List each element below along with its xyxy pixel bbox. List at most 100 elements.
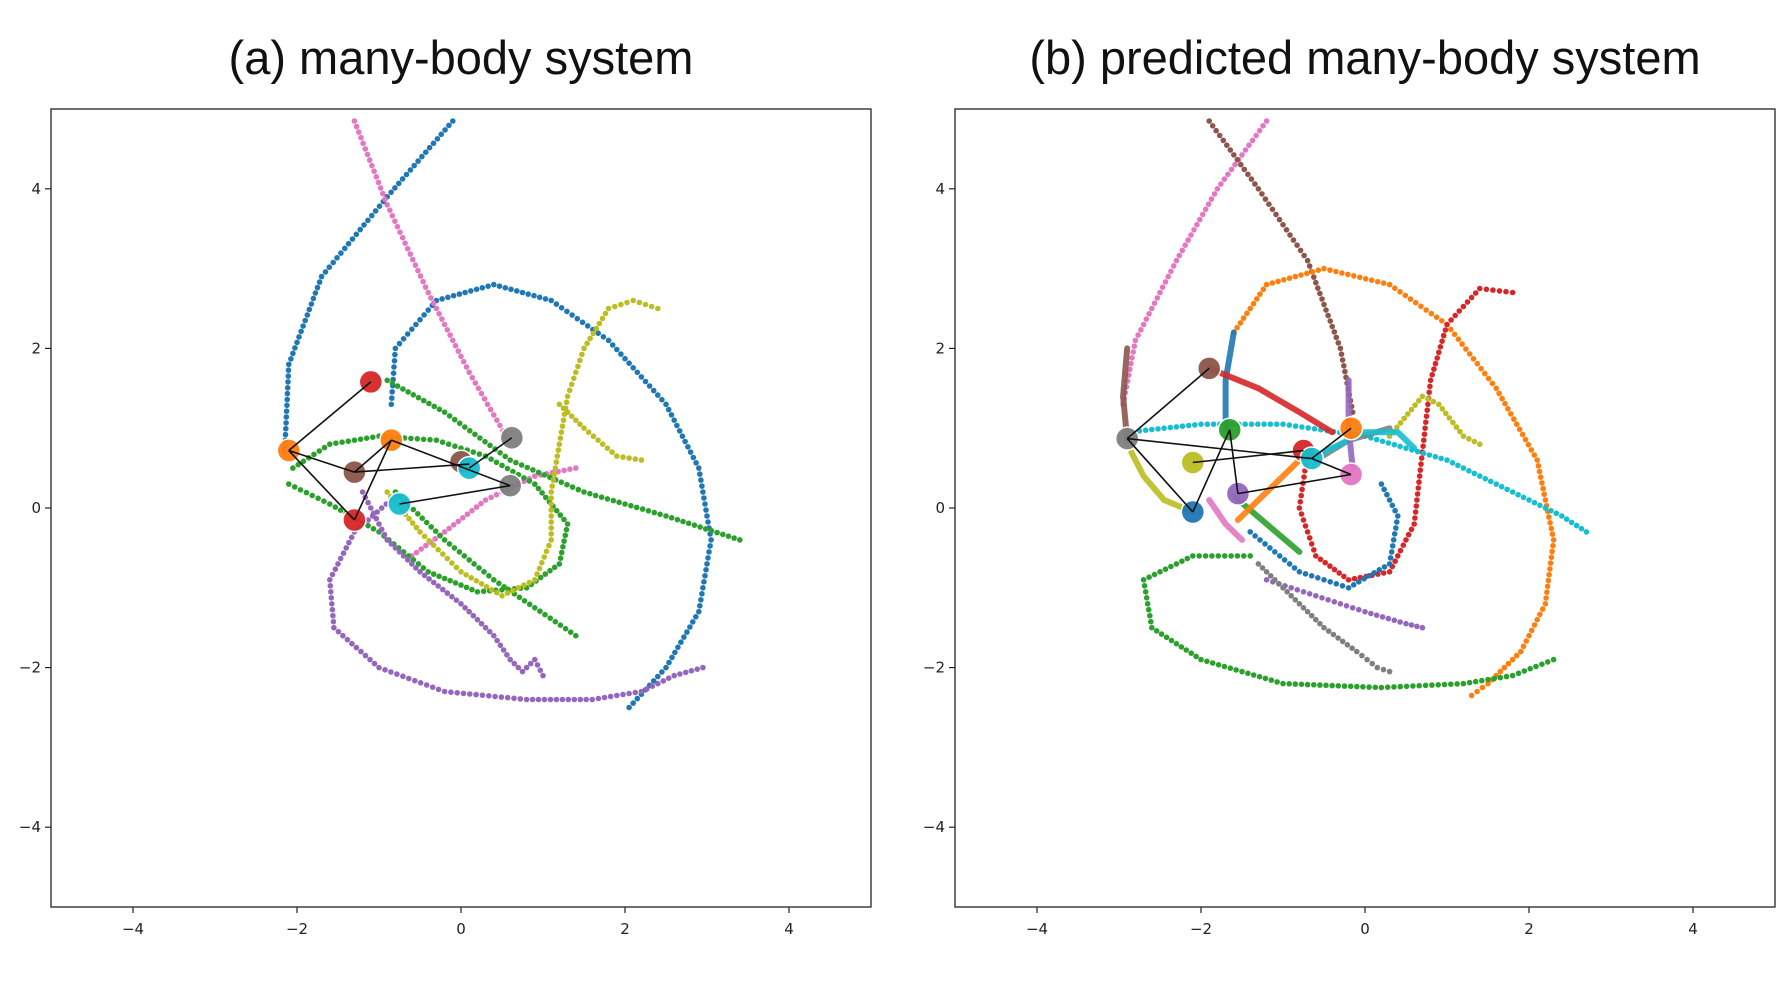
y-tick-label: 4: [935, 180, 945, 198]
trajectory-point: [1292, 597, 1299, 603]
trajectory-point: [1330, 631, 1337, 638]
trajectory-point: [433, 437, 440, 444]
trajectory-point: [1450, 419, 1456, 426]
trajectory-point: [539, 490, 545, 496]
trajectory-point: [322, 269, 329, 275]
trajectory-point: [1252, 533, 1258, 539]
trajectory-point: [413, 321, 419, 328]
trajectory-point: [423, 682, 430, 688]
trajectory-point: [1428, 310, 1435, 317]
trajectory-point: [334, 254, 340, 261]
trajectory-point: [360, 140, 366, 147]
trajectory-point: [1237, 320, 1244, 326]
trajectory-point: [464, 511, 471, 517]
trajectory-point: [536, 565, 543, 572]
trajectory-point: [500, 647, 507, 653]
trajectory-point: [1252, 181, 1258, 187]
trajectory-point: [1267, 421, 1274, 428]
trajectory-point: [1311, 274, 1317, 280]
trajectory-point: [1240, 315, 1247, 321]
trajectory-point: [284, 390, 291, 397]
trajectory-point: [1548, 525, 1555, 532]
trajectory-b-7: [1386, 393, 1483, 448]
trajectory-point: [328, 595, 335, 601]
predicted-segment-b-2: [1206, 365, 1336, 436]
trajectory-point: [1448, 326, 1454, 333]
trajectory-point: [369, 212, 375, 219]
trajectory-point: [614, 453, 620, 459]
trajectory-point: [450, 337, 456, 344]
trajectory-point: [1535, 463, 1542, 469]
trajectory-point: [1341, 683, 1348, 689]
trajectory-point: [1436, 349, 1442, 356]
interaction-edge-b-1: [1126, 438, 1194, 513]
trajectory-point: [1168, 637, 1175, 644]
trajectory-point: [508, 286, 514, 293]
trajectory-point: [1421, 437, 1427, 444]
trajectory-point: [1425, 396, 1431, 402]
trajectory-point: [563, 399, 570, 406]
trajectory-point: [430, 542, 437, 548]
trajectory-point: [1308, 573, 1315, 579]
trajectory-point: [526, 478, 533, 484]
trajectory-point: [1528, 627, 1535, 634]
trajectory-point: [439, 439, 446, 446]
trajectory-point: [1437, 344, 1444, 350]
trajectory-point: [1233, 667, 1239, 673]
trajectory-point: [286, 481, 292, 487]
trajectory-point: [1378, 684, 1385, 691]
trajectory-point: [436, 573, 442, 580]
trajectory-point: [557, 555, 564, 561]
trajectory-point: [302, 317, 309, 324]
trajectory-point: [547, 567, 553, 574]
trajectory-point: [1247, 553, 1253, 559]
trajectory-point: [554, 453, 561, 459]
trajectory-point: [1321, 265, 1327, 272]
trajectory-point: [469, 507, 475, 514]
trajectory-point: [1257, 291, 1263, 297]
trajectory-point: [1449, 460, 1456, 466]
trajectory-point: [701, 579, 707, 585]
trajectory-point: [1559, 513, 1565, 519]
trajectory-point: [674, 516, 681, 523]
trajectory-point: [470, 612, 477, 619]
trajectory-point: [1499, 395, 1505, 402]
trajectory-point: [418, 546, 425, 552]
trajectory-point: [425, 569, 432, 575]
trajectory-point: [510, 468, 516, 475]
trajectory-point: [595, 695, 602, 702]
trajectory-point: [1198, 421, 1204, 428]
trajectory-point: [452, 342, 459, 349]
trajectory-point: [476, 565, 482, 571]
trajectory-point: [665, 406, 672, 413]
trajectory-point: [429, 684, 436, 690]
trajectory-point: [1294, 242, 1300, 248]
trajectory-point: [1140, 321, 1147, 328]
trajectory-point: [698, 477, 704, 483]
trajectory-point: [1354, 683, 1360, 690]
trajectory-point: [679, 433, 686, 440]
trajectory-point: [714, 529, 720, 536]
trajectory-point: [646, 383, 653, 389]
trajectory-point: [306, 306, 313, 313]
trajectory-point: [587, 335, 593, 342]
trajectory-point: [1335, 635, 1341, 641]
trajectory-point: [655, 305, 661, 312]
trajectory-point: [1129, 355, 1135, 361]
trajectory-point: [1518, 648, 1524, 655]
trajectory-point: [1537, 474, 1544, 481]
trajectory-point: [1468, 692, 1475, 699]
trajectory-point: [542, 611, 548, 618]
trajectory-point: [521, 582, 527, 588]
trajectory-point: [1573, 522, 1580, 529]
trajectory-point: [638, 457, 645, 463]
trajectory-point: [584, 340, 590, 347]
trajectory-point: [1167, 424, 1174, 431]
trajectory-point: [650, 678, 657, 684]
trajectory-point: [1423, 413, 1430, 420]
trajectory-point: [1154, 295, 1161, 301]
trajectory-point: [422, 284, 429, 290]
trajectory-point: [1292, 681, 1299, 687]
trajectory-point: [450, 292, 457, 299]
trajectory-point: [690, 619, 696, 625]
